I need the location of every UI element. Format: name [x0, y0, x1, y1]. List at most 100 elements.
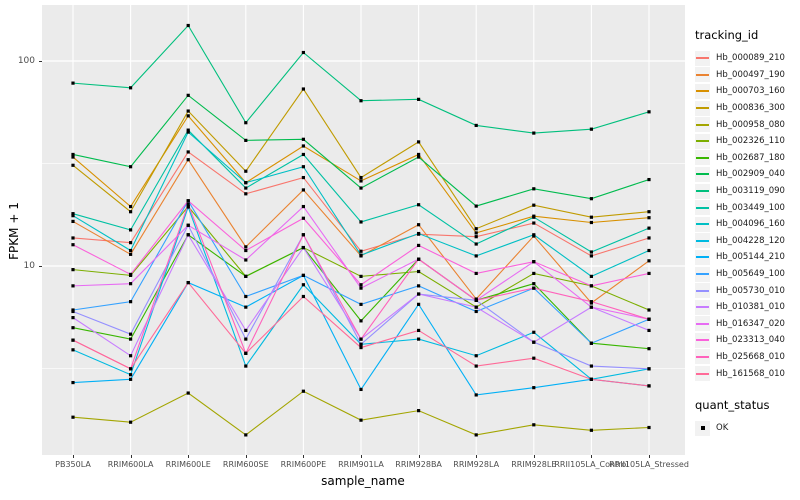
data-point: [186, 280, 190, 285]
legend-key-line-icon: [695, 183, 710, 199]
x-tick-mark: [303, 455, 305, 458]
data-point: [129, 367, 133, 371]
data-point: [647, 384, 651, 388]
x-tick-label: RRIM600SE: [222, 460, 269, 469]
data-point: [186, 128, 190, 132]
data-point: [301, 50, 305, 55]
legend-key-line-icon: [695, 266, 710, 282]
x-tick-mark: [591, 455, 593, 458]
legend-item: Hb_000497_190: [695, 67, 800, 84]
data-point: [244, 274, 248, 278]
y-tick-mark: [38, 61, 42, 62]
data-point: [359, 249, 363, 253]
data-point: [532, 260, 536, 264]
data-point: [474, 433, 478, 437]
data-point: [129, 248, 133, 253]
legend-key-line-icon: [695, 200, 710, 216]
data-point: [647, 216, 651, 220]
data-point: [301, 152, 305, 157]
data-point: [532, 221, 536, 225]
data-point: [647, 308, 651, 312]
legend-key-line-icon: [695, 283, 710, 299]
x-tick-mark: [188, 455, 190, 458]
data-point: [129, 377, 133, 381]
data-point: [244, 181, 248, 185]
data-point: [129, 332, 133, 336]
data-point: [186, 130, 190, 134]
legend-item: Hb_016347_020: [695, 316, 800, 333]
data-point: [301, 175, 305, 180]
data-point: [129, 282, 133, 286]
data-point: [359, 175, 363, 180]
data-point: [129, 354, 133, 358]
data-point: [474, 364, 478, 368]
data-point: [71, 152, 75, 157]
data-point: [359, 337, 363, 341]
data-point: [589, 364, 593, 368]
legend-key-line-icon: [695, 150, 710, 166]
data-point: [71, 338, 75, 342]
legend-item: Hb_002909_040: [695, 166, 800, 183]
data-point: [474, 305, 478, 309]
x-tick-mark: [130, 455, 132, 458]
data-point: [244, 258, 248, 262]
data-point: [417, 97, 421, 101]
data-point: [359, 99, 363, 103]
data-point: [244, 121, 248, 125]
legend-key-line-icon: [695, 166, 710, 182]
data-point: [647, 328, 651, 333]
data-point: [244, 351, 248, 355]
data-point: [359, 186, 363, 190]
legend-item-label: Hb_016347_020: [716, 318, 785, 329]
legend-key-line-icon: [695, 249, 710, 265]
x-tick-label: RRIM928LE: [511, 460, 557, 469]
legend-item: Hb_002326_110: [695, 133, 800, 150]
data-point: [301, 137, 305, 141]
legend-key-line-icon: [695, 366, 710, 382]
data-point: [647, 425, 651, 430]
data-point: [417, 223, 421, 227]
legend-item-label: Hb_010381_010: [716, 302, 785, 313]
x-tick-mark: [245, 455, 247, 458]
data-point: [417, 152, 421, 157]
legend-key-line-icon: [695, 299, 710, 315]
data-point: [647, 367, 651, 371]
data-point: [647, 259, 651, 263]
data-point: [647, 210, 651, 214]
data-point: [359, 220, 363, 224]
data-point: [647, 177, 651, 182]
data-point: [301, 283, 305, 287]
data-point: [244, 169, 248, 173]
data-point: [359, 286, 363, 290]
legend-title-tracking-id: tracking_id: [695, 28, 759, 42]
data-point: [532, 286, 536, 290]
data-point: [474, 242, 478, 246]
legend-item: Hb_004096_160: [695, 216, 800, 233]
legend-item-label: Hb_005649_100: [716, 269, 785, 280]
legend-item: Hb_025668_010: [695, 349, 800, 366]
data-point: [532, 386, 536, 390]
legend-item-label: Hb_004096_160: [716, 219, 785, 230]
y-tick-mark: [38, 266, 42, 267]
data-point: [71, 236, 75, 240]
y-axis-title: FPKM + 1: [7, 202, 21, 260]
data-point: [417, 337, 421, 341]
legend: tracking_id Hb_000089_210 Hb_000497_190 Hb…: [695, 28, 800, 436]
data-point: [532, 233, 536, 237]
data-point: [417, 292, 421, 296]
legend-item-label: Hb_000958_080: [716, 119, 785, 130]
y-tick-label: 10: [23, 260, 35, 271]
legend-item-label: Hb_023313_040: [716, 335, 785, 346]
data-point: [244, 305, 248, 309]
data-point: [474, 309, 478, 314]
legend-item: Hb_005649_100: [695, 266, 800, 283]
data-point: [474, 227, 478, 231]
legend-key-line-icon: [695, 67, 710, 83]
legend-item-label: Hb_005730_010: [716, 285, 785, 296]
legend-item: Hb_000089_210: [695, 50, 800, 67]
data-point: [71, 309, 75, 314]
data-point: [186, 223, 190, 227]
data-point: [474, 254, 478, 258]
data-point: [589, 254, 593, 258]
